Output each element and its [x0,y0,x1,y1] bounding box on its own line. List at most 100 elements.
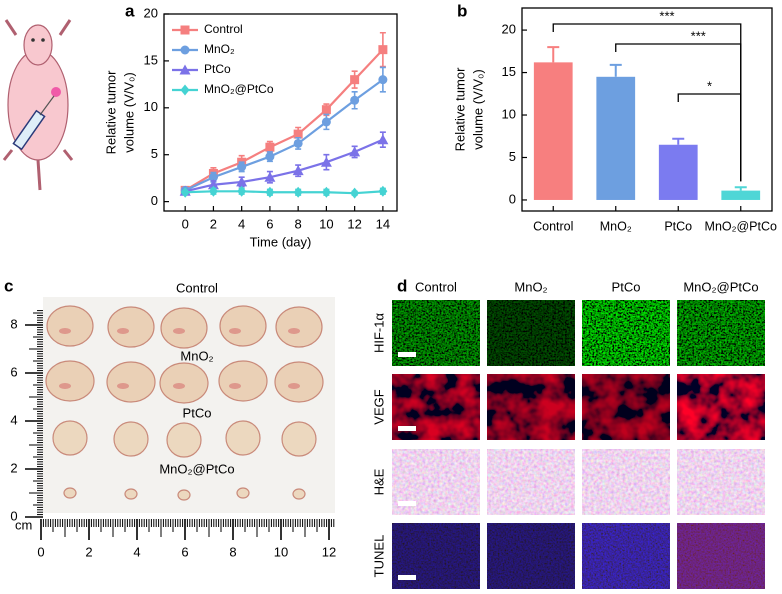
mouse-limbs [2,19,74,191]
ruler-label: 4 [133,544,140,559]
micrograph [677,523,765,589]
ruler-label: 8 [229,544,236,559]
error-bar [734,186,747,191]
micrograph [677,449,765,515]
x-tick-label: Control [533,219,573,233]
marker [350,187,360,199]
panel-label: b [457,1,467,20]
marker [180,84,190,96]
y-tick-label: 20 [144,5,158,20]
tumor [225,420,261,456]
x-tick-label: 14 [376,216,390,231]
marker [321,186,331,198]
marker [208,172,218,182]
x-tick-label: 8 [295,216,302,231]
row-label: H&E [371,468,386,495]
marker [179,64,191,75]
marker [321,105,331,115]
tumor [46,305,94,347]
panel-label: a [125,1,135,20]
bar [721,190,761,200]
tumor [274,361,324,403]
y-axis-label: volume (V/V₀) [470,69,485,150]
tumor [219,305,267,347]
ruler-label: 8 [10,316,17,331]
ruler-label: 6 [10,364,17,379]
micrograph [487,523,575,589]
marker [180,25,190,35]
tumor [52,420,88,456]
marker [236,176,248,187]
tumor [159,362,209,404]
tumor [292,488,306,500]
ruler-label: 2 [10,460,17,475]
marker [180,45,190,55]
tumor [106,361,156,403]
series-line [184,78,384,192]
micrograph [582,449,670,515]
marker [378,75,388,85]
bar [658,144,698,200]
tumor-spot [229,383,241,389]
marker [237,162,247,172]
x-tick-label: MnO₂ [600,219,632,233]
y-tick-label: 5 [151,146,158,161]
y-tick-label: 20 [502,22,516,37]
bar [596,76,636,200]
tumor-dot [51,87,61,97]
scale-bar [398,352,416,357]
micrograph-overlay [677,523,765,589]
significance-label: * [707,78,712,93]
group-label: Control [176,280,218,295]
x-tick-label: 4 [238,216,245,231]
micrograph [677,374,765,440]
ruler-unit: cm [15,517,32,532]
mouse-illustration [2,19,74,191]
y-tick-label: 15 [502,64,516,79]
marker [321,117,331,127]
marker [264,171,276,182]
panel-label: d [397,276,407,295]
marker [320,156,332,167]
ruler-label: 0 [37,544,44,559]
tumor [177,489,191,501]
group-label: MnO₂ [180,348,213,363]
significance-bracket [677,93,742,182]
group-label: MnO₂@PtCo [159,461,234,476]
error-bar [609,63,622,77]
axis-frame [521,7,773,212]
micrograph [487,300,575,366]
tumor [281,421,317,457]
column-label: MnO₂ [514,279,547,294]
row-label: TUNEL [371,535,386,578]
tumor [113,421,149,457]
y-tick-label: 10 [502,106,516,121]
marker [293,129,303,139]
ruler-label: 10 [274,544,288,559]
tumor-spot [288,328,300,334]
marker [293,138,303,148]
marker [378,185,388,197]
marker [265,152,275,162]
y-tick-label: 0 [151,193,158,208]
y-tick-label: 0 [509,191,516,206]
marker [350,75,360,85]
significance-label: *** [659,8,674,23]
column-label: PtCo [612,279,641,294]
micrograph [487,449,575,515]
tumor [166,422,202,458]
marker [292,165,304,176]
ruler-label: 2 [85,544,92,559]
tumor-spot [117,328,129,334]
series-line [184,48,384,192]
error-bar [547,46,560,63]
tumor-spot [229,328,241,334]
significance-bracket [552,23,742,182]
axis-frame [163,13,398,212]
x-tick-label: 12 [347,216,361,231]
tumor [107,306,155,348]
ruler-label: 6 [181,544,188,559]
tumors [45,305,324,501]
y-tick-label: 10 [144,99,158,114]
